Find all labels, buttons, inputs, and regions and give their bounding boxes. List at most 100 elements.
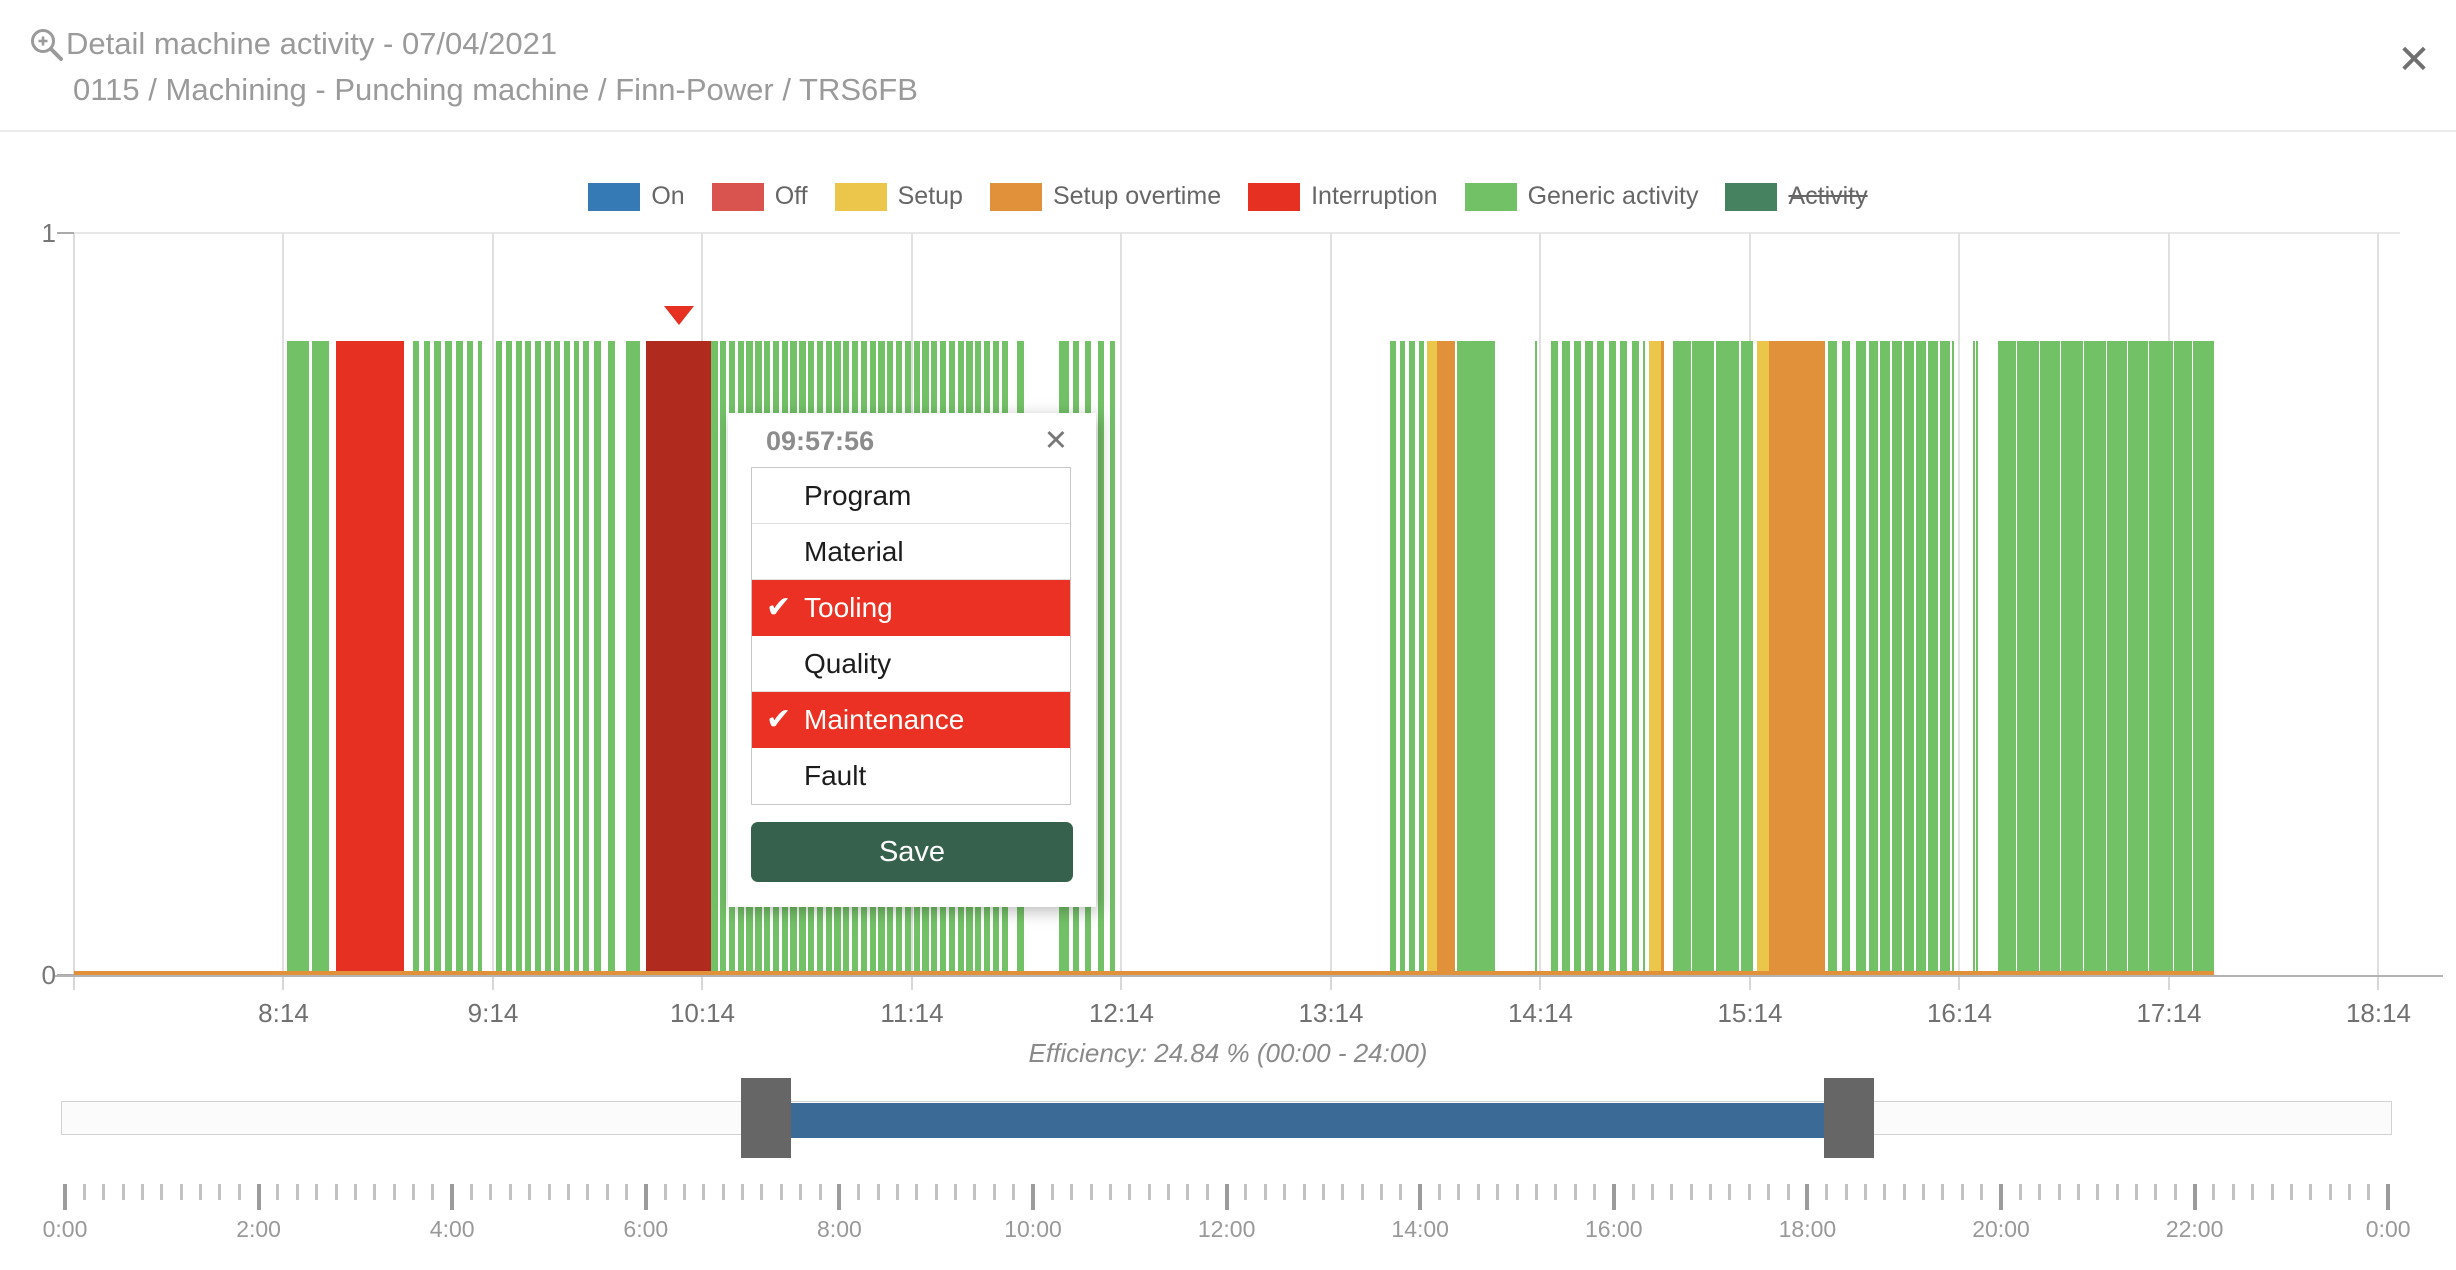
activity-segment-generic[interactable] bbox=[625, 341, 640, 974]
activity-segment-generic[interactable] bbox=[720, 341, 727, 974]
activity-segment-setup_overtime[interactable] bbox=[1437, 341, 1455, 974]
reason-option-fault[interactable]: ✔Fault bbox=[752, 748, 1070, 804]
ruler-minor-tick bbox=[779, 1184, 783, 1200]
activity-segment-setup[interactable] bbox=[1648, 341, 1661, 974]
activity-segment-generic[interactable] bbox=[2174, 341, 2192, 974]
activity-segment-interruption_selected[interactable] bbox=[646, 341, 712, 974]
activity-segment-generic[interactable] bbox=[1928, 341, 1938, 974]
legend-item-off[interactable]: Off bbox=[711, 182, 808, 211]
activity-segment-generic[interactable] bbox=[2061, 341, 2084, 974]
activity-segment-generic[interactable] bbox=[1856, 341, 1866, 974]
slider-handle-left[interactable] bbox=[740, 1078, 791, 1158]
activity-segment-setup[interactable] bbox=[1757, 341, 1769, 974]
time-range-selected[interactable] bbox=[765, 1103, 1850, 1138]
activity-segment-generic[interactable] bbox=[1534, 341, 1537, 974]
activity-segment-generic[interactable] bbox=[478, 341, 483, 974]
activity-segment-generic[interactable] bbox=[2193, 341, 2214, 974]
activity-segment-generic[interactable] bbox=[563, 341, 570, 974]
activity-segment-generic[interactable] bbox=[445, 341, 452, 974]
ruler-minor-tick bbox=[1302, 1184, 1306, 1200]
reason-option-material[interactable]: ✔Material bbox=[752, 524, 1070, 580]
activity-segment-generic[interactable] bbox=[1975, 341, 1978, 974]
close-dialog-icon[interactable]: ✕ bbox=[2397, 37, 2431, 83]
reason-option-label: Material bbox=[804, 536, 904, 567]
activity-segment-generic[interactable] bbox=[1110, 341, 1115, 974]
legend-item-on[interactable]: On bbox=[588, 182, 685, 211]
reason-option-program[interactable]: ✔Program bbox=[752, 468, 1070, 524]
legend-item-interruption[interactable]: Interruption bbox=[1248, 182, 1438, 211]
activity-segment-generic[interactable] bbox=[1620, 341, 1628, 974]
activity-segment-generic[interactable] bbox=[544, 341, 551, 974]
activity-segment-generic[interactable] bbox=[608, 341, 616, 974]
activity-segment-generic[interactable] bbox=[1596, 341, 1605, 974]
reason-option-tooling[interactable]: ✔ Tooling bbox=[752, 580, 1070, 636]
activity-segment-generic[interactable] bbox=[1562, 341, 1570, 974]
activity-segment-generic[interactable] bbox=[1916, 341, 1926, 974]
activity-segment-generic[interactable] bbox=[1997, 341, 2016, 974]
activity-segment-generic[interactable] bbox=[1673, 341, 1691, 974]
ruler-minor-tick bbox=[528, 1184, 532, 1200]
activity-segment-generic[interactable] bbox=[1692, 341, 1715, 974]
popup-close-icon[interactable]: ✕ bbox=[1043, 423, 1068, 457]
activity-segment-generic[interactable] bbox=[1842, 341, 1851, 974]
activity-segment-generic[interactable] bbox=[1880, 341, 1890, 974]
activity-segment-generic[interactable] bbox=[1418, 341, 1424, 974]
slider-handle-right[interactable] bbox=[1824, 1078, 1875, 1158]
activity-segment-generic[interactable] bbox=[311, 341, 329, 974]
activity-segment-generic[interactable] bbox=[456, 341, 463, 974]
legend-item-setup[interactable]: Setup bbox=[834, 182, 963, 211]
activity-segment-generic[interactable] bbox=[467, 341, 474, 974]
activity-segment-generic[interactable] bbox=[1390, 341, 1396, 974]
activity-segment-generic[interactable] bbox=[515, 341, 522, 974]
activity-segment-generic[interactable] bbox=[1409, 341, 1415, 974]
activity-segment-generic[interactable] bbox=[583, 341, 590, 974]
activity-segment-generic[interactable] bbox=[1585, 341, 1593, 974]
activity-segment-generic[interactable] bbox=[1892, 341, 1902, 974]
activity-segment-generic[interactable] bbox=[434, 341, 441, 974]
activity-segment-generic[interactable] bbox=[2084, 341, 2107, 974]
activity-segment-generic[interactable] bbox=[525, 341, 532, 974]
activity-segment-generic[interactable] bbox=[711, 341, 718, 974]
activity-segment-generic[interactable] bbox=[2016, 341, 2040, 974]
activity-segment-generic[interactable] bbox=[554, 341, 561, 974]
activity-segment-generic[interactable] bbox=[1399, 341, 1406, 974]
activity-segment-generic[interactable] bbox=[1940, 341, 1950, 974]
activity-segment-generic[interactable] bbox=[2149, 341, 2174, 974]
activity-segment-generic[interactable] bbox=[1741, 341, 1754, 974]
activity-segment-generic[interactable] bbox=[1828, 341, 1837, 974]
activity-segment-generic[interactable] bbox=[1631, 341, 1639, 974]
reason-option-maintenance[interactable]: ✔ Maintenance bbox=[752, 692, 1070, 748]
activity-segment-generic[interactable] bbox=[1973, 341, 1976, 974]
activity-segment-generic[interactable] bbox=[2040, 341, 2060, 974]
reason-option-quality[interactable]: ✔Quality bbox=[752, 636, 1070, 692]
activity-segment-generic[interactable] bbox=[1457, 341, 1496, 974]
activity-segment-generic[interactable] bbox=[1643, 341, 1646, 974]
activity-segment-generic[interactable] bbox=[594, 341, 602, 974]
activity-segment-generic[interactable] bbox=[423, 341, 430, 974]
activity-segment-generic[interactable] bbox=[2128, 341, 2148, 974]
activity-segment-setup_overtime[interactable] bbox=[1768, 341, 1825, 974]
legend-item-generic-activity[interactable]: Generic activity bbox=[1464, 182, 1698, 211]
activity-segment-setup[interactable] bbox=[1426, 341, 1438, 974]
activity-segment-generic[interactable] bbox=[573, 341, 580, 974]
activity-segment-generic[interactable] bbox=[506, 341, 512, 974]
activity-segment-generic[interactable] bbox=[412, 341, 419, 974]
legend-item-setup-overtime[interactable]: Setup overtime bbox=[989, 182, 1221, 211]
activity-segment-generic[interactable] bbox=[1097, 341, 1105, 974]
activity-segment-generic[interactable] bbox=[1868, 341, 1878, 974]
activity-segment-generic[interactable] bbox=[1715, 341, 1740, 974]
activity-segment-setup_overtime[interactable] bbox=[1660, 341, 1665, 974]
save-button[interactable]: Save bbox=[751, 822, 1073, 882]
activity-segment-generic[interactable] bbox=[1573, 341, 1582, 974]
activity-segment-interruption[interactable] bbox=[335, 341, 405, 974]
legend-item-activity[interactable]: Activity bbox=[1725, 182, 1868, 211]
activity-segment-generic[interactable] bbox=[2107, 341, 2128, 974]
activity-segment-generic[interactable] bbox=[1550, 341, 1559, 974]
activity-segment-generic[interactable] bbox=[286, 341, 309, 974]
activity-segment-generic[interactable] bbox=[1952, 341, 1955, 974]
activity-segment-generic[interactable] bbox=[1904, 341, 1914, 974]
activity-segment-generic[interactable] bbox=[496, 341, 503, 974]
activity-segment-generic[interactable] bbox=[1608, 341, 1616, 974]
ruler-minor-tick bbox=[470, 1184, 474, 1200]
activity-segment-generic[interactable] bbox=[535, 341, 541, 974]
